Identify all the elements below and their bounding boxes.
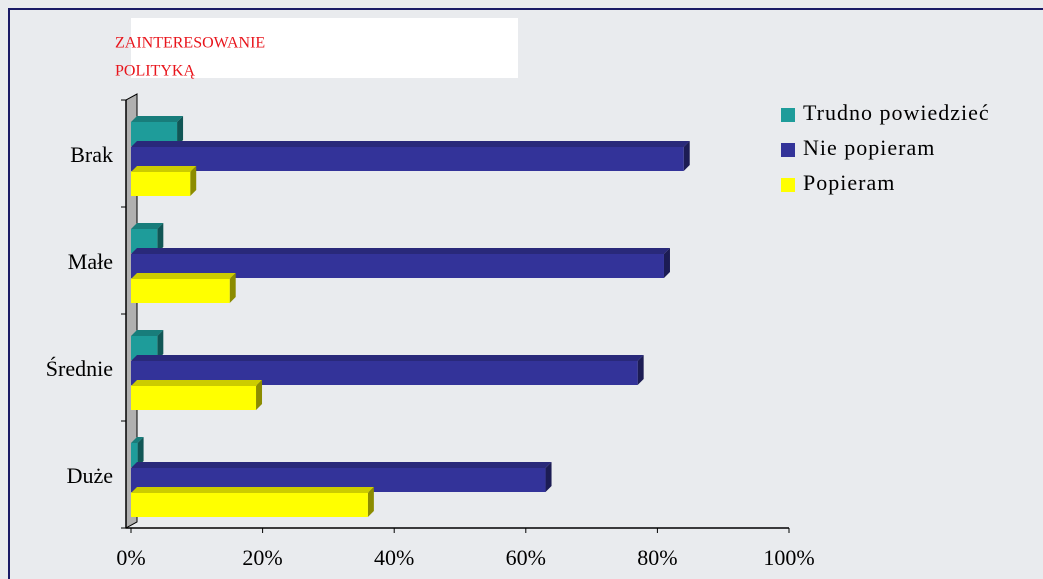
x-tick-label: 0% <box>116 545 145 570</box>
bar-side <box>367 487 374 517</box>
bar <box>131 493 368 517</box>
bar-top <box>131 355 644 361</box>
bar-side <box>177 116 184 146</box>
bar-top <box>131 487 374 493</box>
bar <box>131 279 230 303</box>
x-tick-label: 20% <box>242 545 282 570</box>
bar-top <box>131 273 236 279</box>
bar-side <box>256 380 263 410</box>
y-tick-label: Małe <box>68 249 113 274</box>
bar-side <box>157 223 164 253</box>
bar-top <box>131 141 690 147</box>
bar-top <box>131 248 670 254</box>
legend-swatch <box>781 143 795 157</box>
bar-top <box>131 116 184 122</box>
bar-top <box>131 437 144 443</box>
title-box <box>131 18 518 78</box>
legend-label: Popieram <box>803 170 895 195</box>
legend-swatch <box>781 108 795 122</box>
x-tick-label: 40% <box>374 545 414 570</box>
bar-side <box>137 437 144 467</box>
bar <box>131 172 191 196</box>
bar <box>131 386 257 410</box>
bar-side <box>545 462 552 492</box>
x-tick-label: 100% <box>763 545 814 570</box>
bar-side <box>229 273 236 303</box>
bar <box>131 443 138 467</box>
chart-title: POLITYKĄ <box>115 63 195 80</box>
bar-side <box>663 248 670 278</box>
bar-top <box>131 462 552 468</box>
bar-side <box>190 166 197 196</box>
chart-title: ZAINTERESOWANIE <box>115 35 265 52</box>
bar-top <box>131 223 164 229</box>
legend-label: Nie popieram <box>803 135 935 160</box>
bar-top <box>131 166 197 172</box>
x-tick-label: 80% <box>637 545 677 570</box>
bar-side <box>683 141 690 171</box>
legend-label: Trudno powiedzieć <box>803 100 990 125</box>
frame <box>8 8 1043 579</box>
bar <box>131 147 684 171</box>
bar-top <box>131 380 263 386</box>
x-tick-label: 60% <box>506 545 546 570</box>
bar-side <box>157 330 164 360</box>
y-tick-label: Średnie <box>46 356 113 381</box>
legend-swatch <box>781 178 795 192</box>
y-tick-label: Brak <box>70 142 113 167</box>
bar-side <box>637 355 644 385</box>
bar-top <box>131 330 164 336</box>
y-tick-label: Duże <box>67 463 113 488</box>
